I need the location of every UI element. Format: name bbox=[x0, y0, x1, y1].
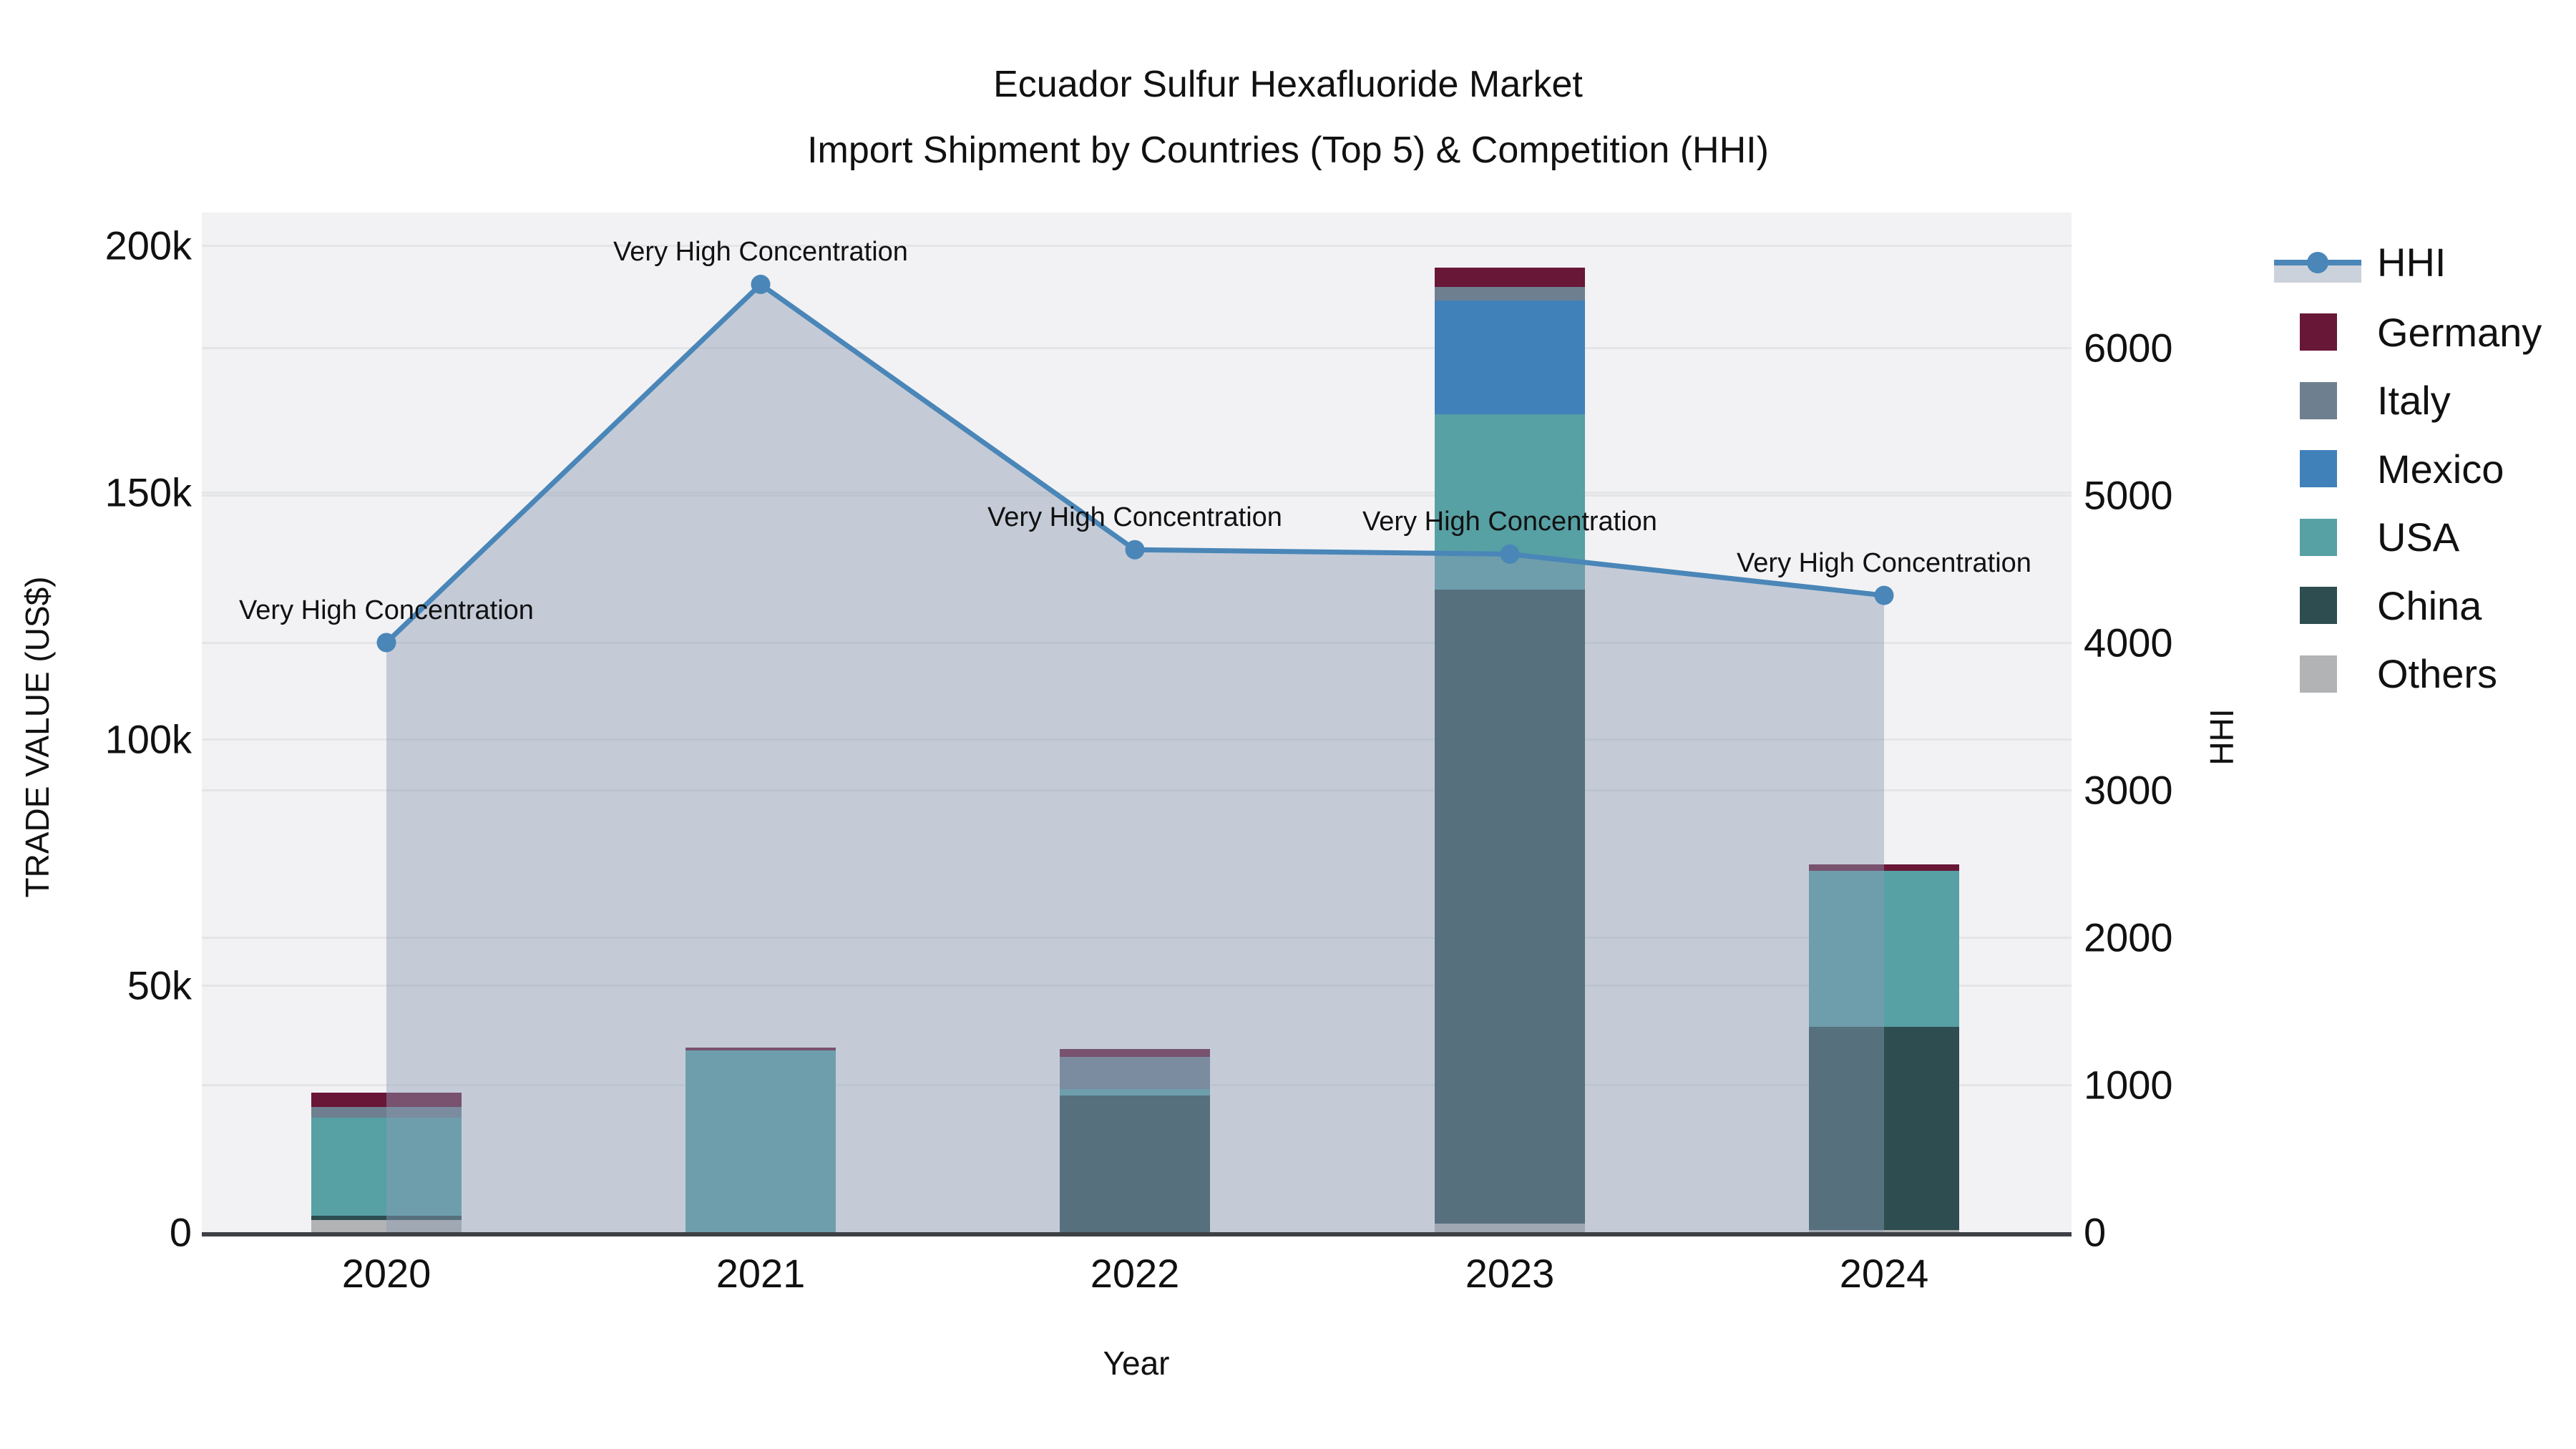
bar-2022-usa[interactable] bbox=[1060, 1089, 1210, 1096]
bar-2023-germany[interactable] bbox=[1435, 268, 1585, 287]
gridline bbox=[202, 494, 2072, 497]
bar-2024-china[interactable] bbox=[1809, 1027, 1959, 1230]
annotation-2024: Very High Concentration bbox=[1737, 548, 2031, 579]
gridline bbox=[202, 347, 2072, 349]
y-left-tick-label: 150k bbox=[104, 469, 192, 515]
legend-label: Germany bbox=[2377, 309, 2542, 355]
bar-2021-germany[interactable] bbox=[686, 1048, 836, 1051]
legend-label: Mexico bbox=[2377, 446, 2504, 492]
annotation-2021: Very High Concentration bbox=[613, 237, 908, 268]
gridline bbox=[202, 789, 2072, 791]
legend-label: Others bbox=[2377, 651, 2498, 696]
hhi-marker-2020[interactable] bbox=[376, 633, 396, 653]
y-left-tick-label: 200k bbox=[104, 223, 192, 268]
y-right-tick-label: 0 bbox=[2084, 1209, 2107, 1255]
hhi-marker-2021[interactable] bbox=[751, 274, 771, 294]
y-right-tick-label: 6000 bbox=[2084, 325, 2173, 371]
gridline bbox=[202, 985, 2072, 987]
y-axis-right-title: HHI bbox=[2203, 708, 2240, 766]
hhi-marker-2023[interactable] bbox=[1500, 544, 1520, 564]
bar-2020-usa[interactable] bbox=[311, 1118, 462, 1216]
legend-mexico-swatch bbox=[2300, 450, 2337, 487]
legend-item-usa[interactable]: USA bbox=[2300, 514, 2459, 560]
x-tick-label-2021: 2021 bbox=[716, 1251, 806, 1296]
hhi-marker-2022[interactable] bbox=[1125, 540, 1145, 560]
legend-label: China bbox=[2377, 582, 2482, 628]
legend-italy-swatch bbox=[2300, 381, 2337, 419]
x-tick-label-2024: 2024 bbox=[1839, 1251, 1929, 1296]
legend-item-germany[interactable]: Germany bbox=[2300, 309, 2542, 356]
legend-item-mexico[interactable]: Mexico bbox=[2300, 446, 2504, 492]
legend-usa-swatch bbox=[2300, 518, 2337, 556]
bar-2020-others[interactable] bbox=[311, 1219, 462, 1232]
bar-2023-mexico[interactable] bbox=[1435, 300, 1585, 414]
gridline bbox=[202, 245, 2072, 247]
bar-2020-china[interactable] bbox=[311, 1215, 462, 1220]
legend-label: HHI bbox=[2377, 240, 2446, 285]
x-tick-label-2020: 2020 bbox=[341, 1251, 431, 1296]
annotation-2020: Very High Concentration bbox=[239, 595, 534, 625]
legend-label: USA bbox=[2377, 514, 2460, 560]
bar-2022-italy[interactable] bbox=[1060, 1057, 1210, 1090]
legend-label: Italy bbox=[2377, 378, 2451, 423]
y-axis-left-title: TRADE VALUE (US$) bbox=[19, 576, 56, 898]
legend-item-china[interactable]: China bbox=[2300, 582, 2482, 629]
y-left-tick-label: 50k bbox=[127, 962, 192, 1008]
bar-2023-italy[interactable] bbox=[1435, 286, 1585, 301]
legend-others-swatch bbox=[2300, 655, 2337, 693]
gridline bbox=[202, 642, 2072, 644]
y-left-tick-label: 100k bbox=[104, 716, 192, 761]
x-axis-line bbox=[202, 1232, 2072, 1236]
legend-china-swatch bbox=[2300, 587, 2337, 624]
legend-item-hhi[interactable]: HHI bbox=[2274, 239, 2446, 286]
legend-item-others[interactable]: Others bbox=[2300, 650, 2497, 697]
bar-2024-others[interactable] bbox=[1809, 1229, 1959, 1232]
chart-title-line2: Import Shipment by Countries (Top 5) & C… bbox=[807, 130, 1769, 171]
y-right-tick-label: 4000 bbox=[2084, 620, 2173, 665]
bar-2024-usa[interactable] bbox=[1809, 871, 1959, 1028]
bar-2021-usa[interactable] bbox=[686, 1050, 836, 1232]
bar-2024-germany[interactable] bbox=[1809, 864, 1959, 872]
chart-title-line1: Ecuador Sulfur Hexafluoride Market bbox=[993, 64, 1583, 105]
gridline bbox=[202, 937, 2072, 939]
x-tick-label-2022: 2022 bbox=[1090, 1251, 1180, 1296]
y-right-tick-label: 5000 bbox=[2084, 472, 2173, 518]
annotation-2022: Very High Concentration bbox=[987, 502, 1282, 533]
gridline bbox=[202, 492, 2072, 494]
bar-2022-germany[interactable] bbox=[1060, 1049, 1210, 1058]
y-right-tick-label: 1000 bbox=[2084, 1062, 2173, 1108]
y-left-tick-label: 0 bbox=[169, 1209, 192, 1255]
gridline bbox=[202, 738, 2072, 741]
bar-2023-others[interactable] bbox=[1435, 1224, 1585, 1232]
bar-2020-germany[interactable] bbox=[311, 1092, 462, 1107]
bar-2020-italy[interactable] bbox=[311, 1106, 462, 1118]
hhi-marker-2024[interactable] bbox=[1874, 585, 1894, 605]
legend-germany-swatch bbox=[2300, 313, 2337, 351]
annotation-2023: Very High Concentration bbox=[1362, 507, 1657, 537]
x-tick-label-2023: 2023 bbox=[1465, 1251, 1555, 1296]
legend-item-italy[interactable]: Italy bbox=[2300, 377, 2451, 424]
x-axis-title: Year bbox=[1103, 1345, 1170, 1382]
bar-2023-china[interactable] bbox=[1435, 589, 1585, 1224]
y-right-tick-label: 2000 bbox=[2084, 914, 2173, 960]
legend-hhi-line-swatch bbox=[2274, 243, 2361, 283]
bar-2022-china[interactable] bbox=[1060, 1096, 1210, 1232]
y-right-tick-label: 3000 bbox=[2084, 767, 2173, 813]
